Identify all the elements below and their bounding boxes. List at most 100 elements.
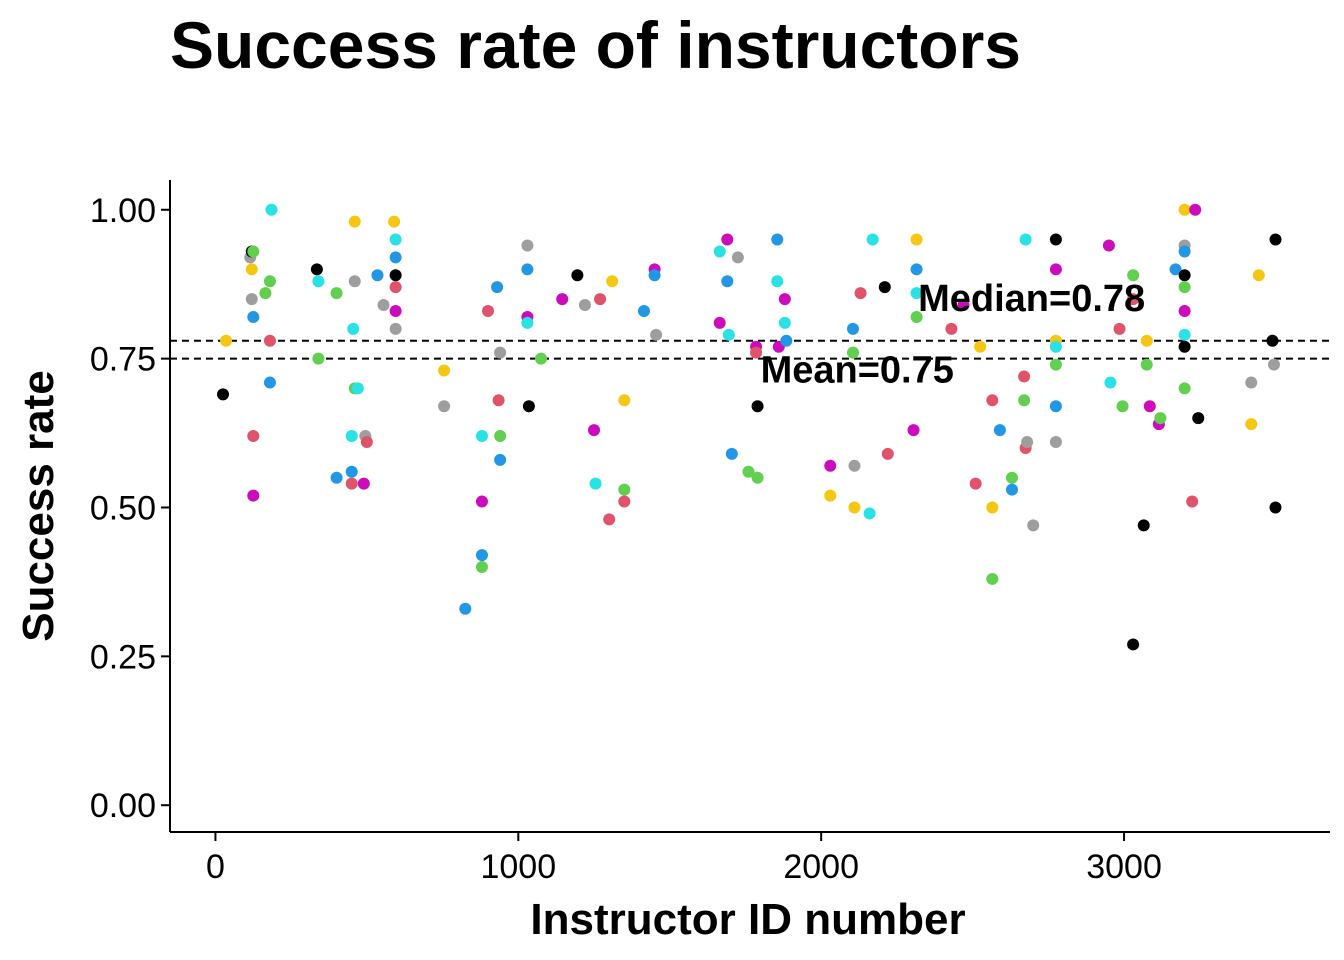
- data-point: [330, 471, 343, 484]
- data-point: [247, 489, 260, 502]
- data-point: [521, 263, 534, 276]
- data-point: [475, 495, 488, 508]
- data-point: [1189, 203, 1202, 216]
- data-point: [389, 281, 402, 294]
- data-point: [618, 495, 631, 508]
- data-point: [389, 304, 402, 317]
- data-point: [1269, 233, 1282, 246]
- data-point: [1127, 293, 1140, 306]
- data-point: [217, 388, 230, 401]
- data-point: [725, 447, 738, 460]
- data-point: [1154, 412, 1167, 425]
- data-point: [438, 400, 451, 413]
- data-point: [388, 215, 401, 228]
- data-point: [778, 316, 791, 329]
- data-point: [986, 501, 999, 514]
- data-point: [1178, 304, 1191, 317]
- data-point: [377, 299, 390, 312]
- data-point: [993, 424, 1006, 437]
- data-point: [1104, 376, 1117, 389]
- data-point: [438, 364, 451, 377]
- x-tick-label: 0: [206, 848, 225, 886]
- data-point: [1127, 638, 1140, 651]
- data-point: [1178, 382, 1191, 395]
- data-point: [556, 293, 569, 306]
- data-point: [751, 471, 764, 484]
- data-point: [878, 281, 891, 294]
- data-point: [957, 299, 970, 312]
- data-point: [722, 328, 735, 341]
- data-points: [217, 203, 1282, 651]
- data-point: [247, 310, 260, 323]
- data-point: [1005, 483, 1018, 496]
- data-point: [594, 293, 607, 306]
- x-axis-ticks: 0 1000 2000 3000: [206, 832, 1162, 886]
- data-point: [1049, 340, 1062, 353]
- data-point: [1178, 203, 1191, 216]
- y-tick-label: 0.25: [90, 638, 156, 676]
- data-point: [492, 394, 505, 407]
- data-point: [348, 215, 361, 228]
- data-point: [713, 316, 726, 329]
- y-axis-ticks: 0.00 0.25 0.50 0.75 1.00: [90, 192, 170, 825]
- data-point: [910, 263, 923, 276]
- data-point: [648, 269, 661, 282]
- data-point: [494, 453, 507, 466]
- data-point: [1049, 233, 1062, 246]
- data-point: [389, 269, 402, 282]
- y-axis-title: Success rate: [14, 370, 63, 642]
- data-point: [521, 316, 534, 329]
- x-axis-title: Instructor ID number: [530, 895, 965, 944]
- data-point: [475, 430, 488, 443]
- data-point: [1267, 358, 1280, 371]
- data-point: [713, 245, 726, 258]
- data-point: [907, 424, 920, 437]
- data-point: [310, 263, 323, 276]
- data-point: [603, 513, 616, 526]
- data-point: [1245, 376, 1258, 389]
- data-point: [522, 400, 535, 413]
- data-point: [910, 310, 923, 323]
- y-tick-label: 0.75: [90, 341, 156, 379]
- data-point: [846, 322, 859, 335]
- data-point: [263, 275, 276, 288]
- data-point: [824, 459, 837, 472]
- data-point: [1178, 269, 1191, 282]
- data-point: [482, 304, 495, 317]
- data-point: [778, 293, 791, 306]
- data-point: [263, 334, 276, 347]
- data-point: [1019, 233, 1032, 246]
- data-point: [1178, 328, 1191, 341]
- data-point: [1102, 239, 1115, 252]
- data-point: [771, 275, 784, 288]
- mean-label: Mean=0.75: [761, 350, 954, 392]
- data-point: [263, 376, 276, 389]
- data-point: [535, 352, 548, 365]
- data-point: [731, 251, 744, 264]
- data-point: [1245, 418, 1258, 431]
- x-tick-label: 1000: [480, 848, 556, 886]
- data-point: [986, 572, 999, 585]
- data-point: [245, 293, 258, 306]
- data-point: [618, 483, 631, 496]
- data-point: [1018, 394, 1031, 407]
- data-point: [245, 263, 258, 276]
- x-tick-label: 3000: [1086, 848, 1162, 886]
- data-point: [854, 287, 867, 300]
- data-point: [969, 477, 982, 490]
- data-point: [1178, 245, 1191, 258]
- data-point: [491, 281, 504, 294]
- plot-area: Median=0.78 Mean=0.75: [170, 203, 1330, 651]
- data-point: [848, 501, 861, 514]
- data-point: [247, 245, 260, 258]
- y-tick-label: 1.00: [90, 192, 156, 230]
- data-point: [881, 447, 894, 460]
- data-point: [848, 459, 861, 472]
- data-point: [1127, 269, 1140, 282]
- data-point: [1137, 519, 1150, 532]
- reference-lines: [170, 339, 1330, 360]
- data-point: [345, 477, 358, 490]
- data-point: [459, 602, 472, 615]
- data-point: [1021, 435, 1034, 448]
